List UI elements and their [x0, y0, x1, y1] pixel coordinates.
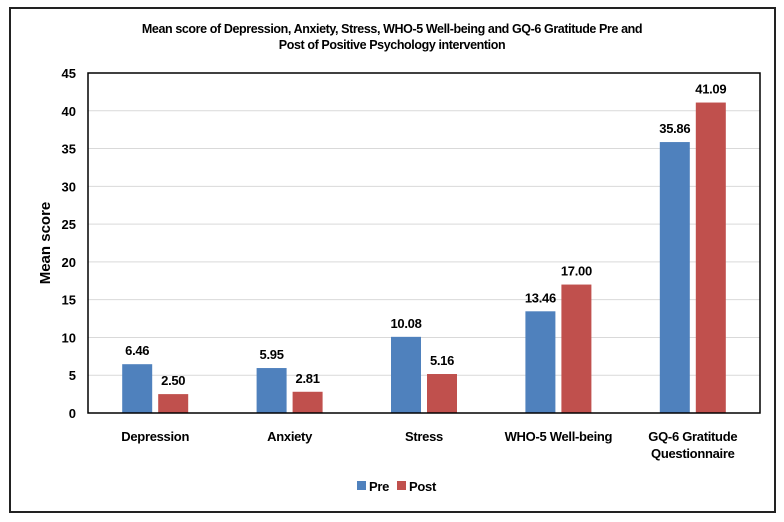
- chart-border: [9, 7, 776, 513]
- bar-post: [427, 374, 457, 413]
- bar-pre: [525, 311, 556, 413]
- legend-swatch: [357, 481, 366, 490]
- data-label: 41.09: [695, 82, 726, 97]
- legend-swatch: [397, 481, 406, 490]
- data-label: 17.00: [561, 264, 592, 279]
- chart-title-line-1: Mean score of Depression, Anxiety, Stres…: [142, 22, 642, 36]
- bar-post: [561, 284, 592, 413]
- x-tick-label: Stress: [405, 429, 443, 444]
- y-tick-label: 15: [62, 293, 76, 308]
- data-label: 13.46: [525, 290, 556, 305]
- bar-pre: [122, 364, 153, 413]
- y-tick-label: 20: [62, 255, 76, 270]
- bar-post: [158, 394, 189, 413]
- y-tick-label: 45: [62, 66, 76, 81]
- x-tick-label: Questionnaire: [651, 446, 735, 461]
- legend-label: Pre: [369, 479, 389, 494]
- legend-item-pre: Pre: [357, 479, 389, 494]
- x-tick-label: Anxiety: [267, 429, 313, 444]
- data-label: 6.46: [125, 343, 149, 358]
- data-label: 5.95: [260, 347, 284, 362]
- x-tick-label: WHO-5 Well-being: [505, 429, 613, 444]
- bar-pre: [659, 142, 690, 413]
- x-tick-label: GQ-6 Gratitude: [648, 429, 737, 444]
- data-label: 2.50: [161, 373, 185, 388]
- bar-post: [695, 102, 726, 413]
- plot-area-border: [87, 72, 761, 414]
- bar-post: [292, 391, 323, 413]
- y-tick-label: 5: [69, 368, 76, 383]
- bar-pre: [391, 336, 421, 413]
- data-label: 10.08: [390, 316, 421, 331]
- x-tick-label: Depression: [121, 429, 189, 444]
- data-label: 5.16: [430, 353, 454, 368]
- legend-item-post: Post: [397, 479, 437, 494]
- y-tick-label: 35: [62, 142, 76, 157]
- y-tick-label: 0: [69, 406, 76, 421]
- legend-label: Post: [409, 479, 437, 494]
- data-label: 2.81: [296, 371, 320, 386]
- chart-title-line-2: Post of Positive Psychology intervention: [279, 38, 505, 52]
- y-axis-label: Mean score: [37, 202, 54, 285]
- y-tick-label: 25: [62, 217, 76, 232]
- y-tick-label: 10: [62, 330, 76, 345]
- y-tick-label: 40: [62, 104, 76, 119]
- y-tick-label: 30: [62, 179, 76, 194]
- bar-pre: [256, 368, 287, 413]
- data-label: 35.86: [659, 121, 690, 136]
